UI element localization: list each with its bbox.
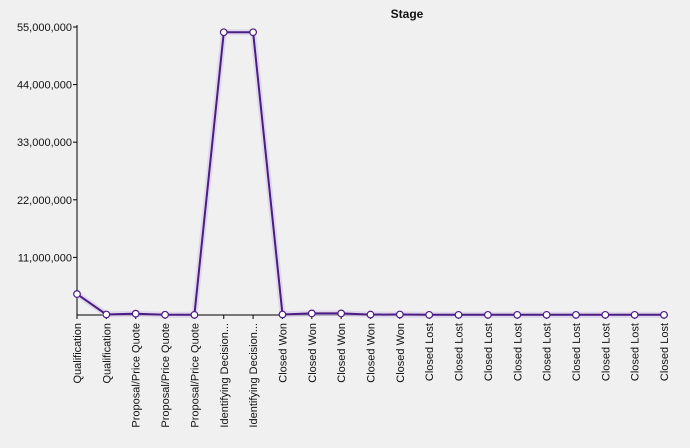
y-axis: 11,000,000 22,000,000 33,000,000 44,000,000…	[17, 22, 77, 315]
data-point[interactable]	[455, 312, 462, 319]
data-point[interactable]	[309, 310, 316, 317]
x-tick-label: Closed Lost	[659, 323, 671, 381]
x-tick-label: Closed Won	[366, 323, 378, 383]
x-tick-label: Closed Won	[336, 323, 348, 383]
data-point[interactable]	[397, 311, 404, 318]
data-point[interactable]	[220, 29, 227, 36]
x-tick-label: Closed Lost	[600, 323, 612, 381]
data-point[interactable]	[602, 312, 609, 319]
y-tick-label: 22,000,000	[17, 195, 72, 207]
y-tick-label: 33,000,000	[17, 137, 72, 149]
x-tick-label: Closed Lost	[483, 323, 495, 381]
data-point[interactable]	[338, 310, 345, 317]
data-point[interactable]	[367, 311, 374, 318]
x-tick-label: Closed Lost	[571, 323, 583, 381]
y-tick-label: 44,000,000	[17, 80, 72, 92]
y-tick-label: 11,000,000	[18, 252, 72, 264]
series-line	[77, 32, 664, 315]
x-tick-label: Closed Lost	[454, 323, 466, 381]
x-tick-label: Proposal/Price Quote	[131, 323, 143, 428]
y-tick-label: 55,000,000	[17, 22, 72, 34]
x-tick-label: Closed Won	[395, 323, 407, 383]
x-tick-label: Closed Lost	[512, 323, 524, 381]
series-line-group	[77, 32, 664, 315]
data-point[interactable]	[162, 311, 169, 318]
x-tick-label: Identifying Decision...	[219, 323, 231, 428]
x-tick-label: Qualification	[101, 323, 113, 384]
x-tick-label: Closed Lost	[542, 323, 554, 381]
data-point[interactable]	[573, 312, 580, 319]
data-point[interactable]	[279, 311, 286, 318]
data-point[interactable]	[485, 312, 492, 319]
data-point[interactable]	[543, 312, 550, 319]
x-tick-label: Identifying Decision...	[248, 323, 260, 428]
data-point[interactable]	[191, 312, 198, 319]
x-tick-label: Proposal/Price Quote	[160, 323, 172, 428]
data-point[interactable]	[426, 312, 433, 319]
data-point[interactable]	[661, 312, 668, 319]
x-tick-label: Proposal/Price Quote	[189, 323, 201, 428]
x-axis: Qualification Qualification Proposal/Price…	[72, 315, 671, 428]
x-tick-label: Qualification	[72, 323, 84, 384]
data-point[interactable]	[132, 310, 139, 317]
x-tick-label: Closed Lost	[424, 323, 436, 381]
data-point[interactable]	[514, 312, 521, 319]
data-point[interactable]	[74, 291, 81, 298]
chart-title: Stage	[391, 7, 424, 21]
data-point[interactable]	[103, 311, 110, 318]
x-tick-label: Closed Won	[277, 323, 289, 383]
data-point[interactable]	[250, 29, 257, 36]
data-point[interactable]	[631, 312, 638, 319]
data-points	[74, 29, 668, 318]
series-line-shadow	[77, 32, 664, 315]
x-tick-label: Closed Lost	[630, 323, 642, 381]
x-tick-label: Closed Won	[307, 323, 319, 383]
